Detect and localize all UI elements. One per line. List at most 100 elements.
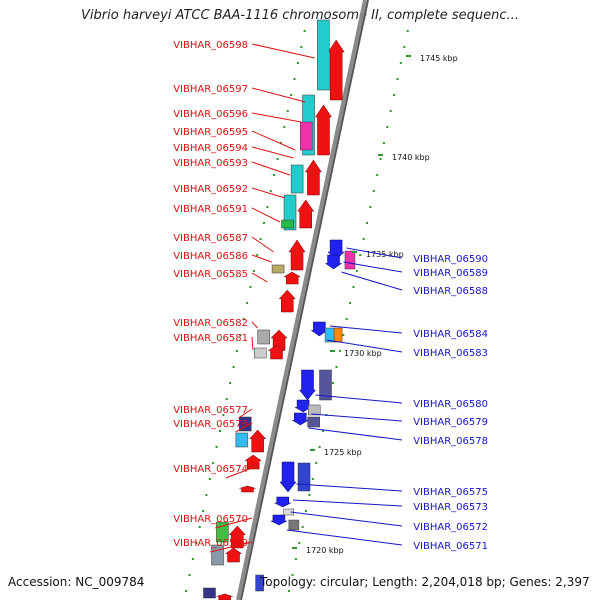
forward-cds-arrow xyxy=(297,199,315,229)
right-gene-label: VIBHAR_06578 xyxy=(413,436,488,447)
kbp-tick xyxy=(406,55,411,57)
left-leader-line xyxy=(251,161,291,176)
backbone-line xyxy=(236,0,367,600)
right-leader-line xyxy=(329,325,403,334)
forward-cds-arrow xyxy=(224,547,243,563)
kbp-label: 1730 kbp xyxy=(344,349,382,358)
tick-dot xyxy=(202,510,205,512)
forward-cds-arrow xyxy=(288,239,306,271)
tick-dot xyxy=(252,270,255,272)
left-leader-line xyxy=(235,422,253,433)
left-leader-line xyxy=(251,321,258,329)
left-gene-label: VIBHAR_06598 xyxy=(173,40,248,51)
kbp-tick xyxy=(292,547,297,549)
tick-dot xyxy=(376,174,379,176)
tick-dot xyxy=(273,174,276,176)
kbp-tick xyxy=(378,154,383,156)
right-leader-line xyxy=(315,394,403,404)
left-leader-line xyxy=(251,207,281,223)
right-leader-line xyxy=(296,483,403,492)
tick-dot xyxy=(225,398,228,400)
tick-dot xyxy=(355,270,358,272)
tick-dot xyxy=(242,318,245,320)
left-gene-label: VIBHAR_06591 xyxy=(173,204,248,215)
forward-cds-arrow xyxy=(216,593,233,600)
tick-dot xyxy=(338,350,341,352)
tick-dot xyxy=(195,542,198,544)
tick-dot xyxy=(352,286,355,288)
feature-block xyxy=(333,327,343,343)
left-leader-line xyxy=(251,112,302,123)
right-leader-line xyxy=(326,339,403,353)
right-leader-line xyxy=(343,261,403,273)
tick-dot xyxy=(239,334,242,336)
tick-dot xyxy=(269,190,272,192)
tick-dot xyxy=(396,78,399,80)
kbp-label: 1740 kbp xyxy=(392,153,430,162)
forward-cds-arrow xyxy=(267,344,286,360)
left-leader-line xyxy=(251,236,274,253)
right-gene-label: VIBHAR_06589 xyxy=(413,268,488,279)
tick-dot xyxy=(359,254,362,256)
tick-dot xyxy=(321,430,324,432)
left-gene-label: VIBHAR_06593 xyxy=(173,158,248,169)
tick-dot xyxy=(191,558,194,560)
tick-dot xyxy=(345,318,348,320)
feature-block xyxy=(271,264,285,274)
tick-dot xyxy=(372,190,375,192)
tick-dot xyxy=(300,46,303,48)
left-leader-line xyxy=(251,272,268,283)
reverse-cds-arrow xyxy=(291,412,310,426)
left-gene-label: VIBHAR_06587 xyxy=(173,233,248,244)
tick-dot xyxy=(379,158,382,160)
genome-summary: Topology: circular; Length: 2,204,018 bp… xyxy=(260,575,590,589)
right-leader-line xyxy=(286,529,403,546)
feature-block xyxy=(307,416,320,428)
feature-block xyxy=(203,587,216,599)
tick-dot xyxy=(263,222,266,224)
tick-dot xyxy=(294,558,297,560)
tick-dot xyxy=(205,494,208,496)
feature-block xyxy=(317,19,330,91)
forward-cds-arrow xyxy=(239,485,256,493)
feature-block xyxy=(324,327,336,343)
tick-dot xyxy=(283,126,286,128)
right-leader-line xyxy=(346,247,403,259)
tick-dot xyxy=(303,30,306,32)
right-gene-label: VIBHAR_06579 xyxy=(413,417,488,428)
tick-dot xyxy=(246,302,249,304)
feature-block xyxy=(290,164,304,194)
feature-block xyxy=(307,404,321,416)
reverse-cds-arrow xyxy=(270,514,288,526)
tick-dot xyxy=(185,590,188,592)
tick-dot xyxy=(403,46,406,48)
left-gene-label: VIBHAR_06594 xyxy=(173,143,248,154)
reverse-cds-arrow xyxy=(294,399,312,413)
feature-block xyxy=(239,416,252,432)
tick-dot xyxy=(362,238,365,240)
kbp-label: 1725 kbp xyxy=(324,448,362,457)
right-gene-label: VIBHAR_06580 xyxy=(413,399,488,410)
feature-block xyxy=(288,519,300,531)
left-gene-label: VIBHAR_06596 xyxy=(173,109,248,120)
right-leader-line xyxy=(290,511,403,527)
accession-text: Accession: NC_009784 xyxy=(8,575,145,589)
reverse-cds-arrow xyxy=(274,496,291,508)
reverse-cds-arrow xyxy=(324,254,343,270)
feature-block xyxy=(299,121,313,151)
tick-dot xyxy=(218,430,221,432)
forward-cds-arrow xyxy=(244,454,263,470)
tick-dot xyxy=(215,446,218,448)
reverse-cds-arrow xyxy=(310,321,329,337)
tick-dot xyxy=(276,158,279,160)
left-leader-line xyxy=(215,517,253,529)
left-gene-label: VIBHAR_06592 xyxy=(173,184,248,195)
right-leader-line xyxy=(341,271,403,291)
feature-block xyxy=(257,329,270,345)
right-gene-label: VIBHAR_06575 xyxy=(413,487,488,498)
tick-dot xyxy=(349,302,352,304)
kbp-label: 1745 kbp xyxy=(420,54,458,63)
tick-dot xyxy=(288,590,291,592)
